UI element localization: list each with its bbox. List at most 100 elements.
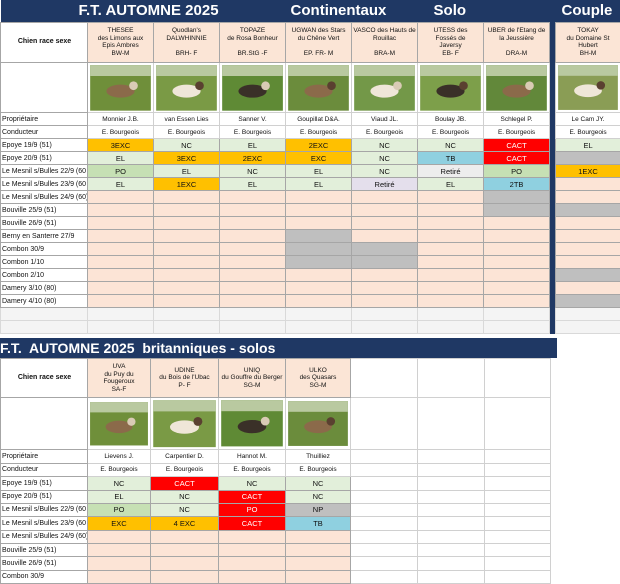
result-cell (286, 217, 352, 230)
cell (154, 308, 220, 321)
cell (485, 463, 551, 476)
result-cell (484, 282, 550, 295)
photo-cell (286, 62, 352, 113)
event-label: Epoye 19/9 (51) (1, 477, 88, 490)
result-cell (286, 269, 352, 282)
dog-photo (219, 398, 285, 449)
dog-handler: E. Bourgeois (154, 126, 220, 139)
dog-photo (151, 398, 218, 449)
dog-handler: E. Bourgeois (556, 126, 620, 139)
result-cell (286, 204, 352, 217)
row-label: Conducteur (1, 463, 88, 476)
event-label: Bouville 25/9 (51) (1, 544, 88, 557)
cell (556, 321, 620, 334)
result-cell: 4 EXC (151, 517, 219, 530)
result-cell (220, 191, 286, 204)
result-cell (88, 295, 154, 308)
cell (418, 450, 485, 463)
result-cell (220, 204, 286, 217)
result-cell (286, 282, 352, 295)
result-cell (484, 269, 550, 282)
cell (485, 398, 551, 450)
result-cell (484, 191, 550, 204)
result-cell (556, 191, 620, 204)
sheet-title: F.T. AUTOMNE 2025 (1, 0, 286, 22)
dog-owner: Sanner V. (220, 113, 286, 126)
dog-owner: Schlegel P. (484, 113, 550, 126)
result-cell (88, 243, 154, 256)
row-header (1, 62, 88, 113)
result-cell: NC (352, 139, 418, 152)
event-label: Le Mesnil s/Bulles 23/9 (60 (1, 517, 88, 530)
result-cell (220, 243, 286, 256)
result-cell: NC (418, 139, 484, 152)
result-cell (154, 230, 220, 243)
dog-handler: E. Bourgeois (352, 126, 418, 139)
result-cell (352, 217, 418, 230)
photo-cell (88, 62, 154, 113)
result-cell (151, 557, 219, 570)
cell (351, 490, 418, 503)
dog-owner: Viaud JL. (352, 113, 418, 126)
dog-owner: Carpentier D. (151, 450, 219, 463)
cell (484, 308, 550, 321)
blank-row (1, 308, 620, 321)
result-cell: EL (220, 178, 286, 191)
cell (351, 570, 418, 583)
result-cell: NC (286, 477, 351, 490)
dog-handler: E. Bourgeois (286, 126, 352, 139)
dog-name: UTESS des Fossés de Javersy EB- F (418, 22, 484, 62)
dog-name: VASCO des Hauts de Rouillac BRA-M (352, 22, 418, 62)
result-cell (220, 230, 286, 243)
dog-owner: Thuilliez (286, 450, 351, 463)
result-cell (286, 243, 352, 256)
dog-owner: Hannot M. (219, 450, 286, 463)
row-label: Propriétaire (1, 450, 88, 463)
result-cell (220, 217, 286, 230)
result-cell: EXC (88, 517, 151, 530)
result-cell: 3EXC (88, 139, 154, 152)
cell (485, 477, 551, 490)
result-cell (556, 256, 620, 269)
event-label: Le Mesnil s/Bulles 24/9 (60) (1, 191, 88, 204)
result-cell (418, 230, 484, 243)
event-label: Damery 3/10 (80) (1, 282, 88, 295)
cell (485, 517, 551, 530)
sheet-title: Continentaux (286, 0, 418, 22)
cell (418, 490, 485, 503)
dog-name: ULKO des Quasars SG-M (286, 359, 351, 398)
sheet-title: Couple (556, 0, 620, 22)
dog-name: UNIQ du Gouffre du Berger SG-M (219, 359, 286, 398)
result-cell: EL (556, 139, 620, 152)
result-cell: Retiré (352, 178, 418, 191)
result-cell (88, 217, 154, 230)
result-cell (219, 544, 286, 557)
result-cell: NC (352, 165, 418, 178)
result-cell: NC (151, 490, 219, 503)
result-cell (418, 256, 484, 269)
result-cell (484, 217, 550, 230)
result-cell (286, 191, 352, 204)
result-cell: EL (154, 165, 220, 178)
dog-photo (484, 63, 549, 113)
dog-owner: Lievens J. (88, 450, 151, 463)
cell (352, 308, 418, 321)
event-row: Combon 30/9 (1, 243, 620, 256)
cell (351, 557, 418, 570)
result-cell (154, 295, 220, 308)
cell (485, 530, 551, 543)
event-label: Bouville 26/9 (51) (1, 217, 88, 230)
event-label: Berny en Santerre 27/9 (1, 230, 88, 243)
result-cell (484, 243, 550, 256)
cell (418, 359, 485, 398)
result-cell: EL (286, 165, 352, 178)
cell (88, 308, 154, 321)
